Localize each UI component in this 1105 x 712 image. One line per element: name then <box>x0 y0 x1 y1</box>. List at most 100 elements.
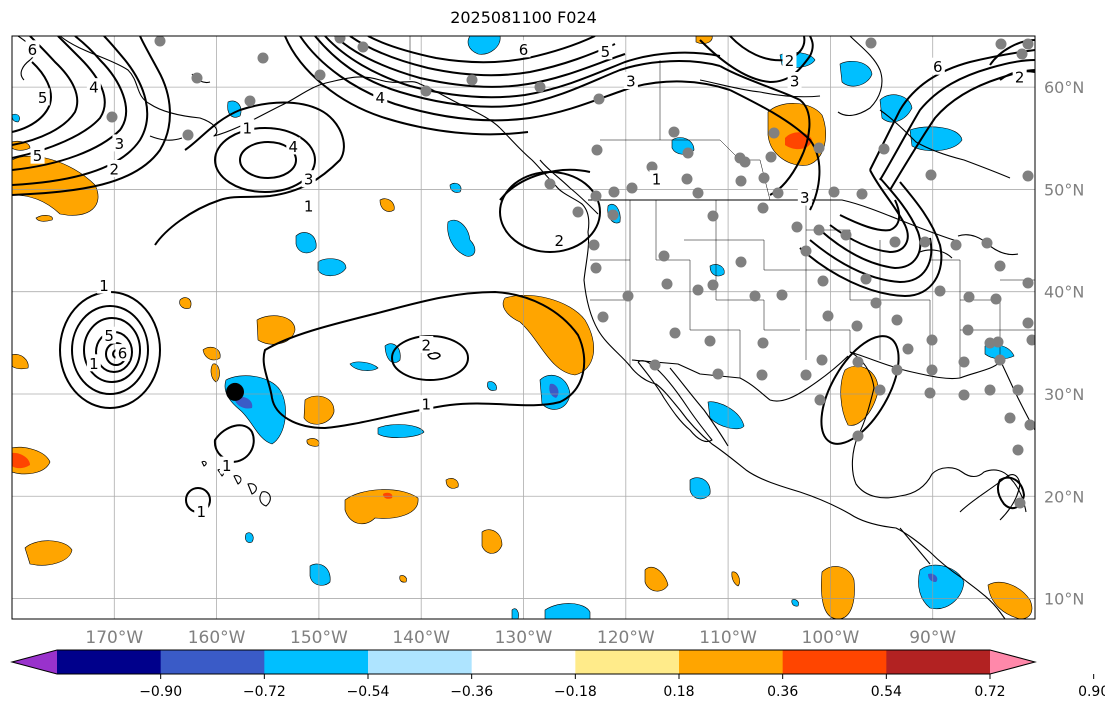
station-dot <box>926 334 938 346</box>
contour-label-bg <box>194 502 209 520</box>
station-dot <box>1012 384 1024 396</box>
latitude-label: 20°N <box>1044 487 1084 506</box>
station-dot <box>668 126 680 138</box>
station-dot <box>758 172 770 184</box>
station-dot <box>950 239 962 251</box>
station-dot <box>852 430 864 442</box>
shaded-anomaly-fills <box>12 36 1033 619</box>
contour-label-bg <box>97 276 112 294</box>
station-dot <box>865 37 877 49</box>
contour-label-bg <box>782 51 797 69</box>
colorbar-tick-label: 0.90 <box>1078 684 1105 700</box>
contour-label-bg <box>25 40 40 58</box>
contour-label: 6 <box>118 345 128 363</box>
station-dot <box>822 310 834 322</box>
station-dot <box>154 36 166 47</box>
station-dot <box>669 327 681 339</box>
contour-label-bg <box>86 78 101 96</box>
contour-label: 2 <box>110 160 120 178</box>
contour-label: 5 <box>104 327 114 345</box>
colorbar-segment <box>886 650 991 674</box>
station-dot <box>420 85 432 97</box>
station-dot <box>925 169 937 181</box>
contour-label-bg <box>552 231 567 249</box>
observation-stations <box>106 36 1035 509</box>
contour-label-bg <box>373 88 388 106</box>
station-dot <box>244 95 256 107</box>
station-dot <box>692 187 704 199</box>
contour-label: 1 <box>304 197 314 215</box>
station-dot <box>1016 48 1028 60</box>
contour-label-bg <box>516 40 531 58</box>
colorbar-tick-label: 0.18 <box>663 684 694 700</box>
figure-title: 2025081100 F024 <box>450 8 597 27</box>
longitude-label: 120°W <box>597 628 655 648</box>
station-dot <box>1012 444 1024 456</box>
contour-label: 2 <box>785 52 795 70</box>
station-dot <box>994 354 1006 366</box>
station-dot <box>704 335 716 347</box>
latitude-label: 40°N <box>1044 283 1084 302</box>
station-dot <box>622 290 634 302</box>
station-dot <box>902 343 914 355</box>
colorbar-segment <box>782 650 887 674</box>
contour-label: 3 <box>790 73 800 91</box>
colorbar-segment <box>575 650 680 674</box>
colorbar-tick-label: 0.54 <box>871 684 902 700</box>
station-dot <box>828 186 840 198</box>
contour-label-bg <box>598 42 613 60</box>
station-dot <box>357 41 369 53</box>
contour-label-bg <box>623 72 638 90</box>
station-dot <box>626 182 638 194</box>
contour-label-bg <box>240 119 255 137</box>
contour-label: 6 <box>933 58 943 76</box>
station-dot <box>984 337 996 349</box>
station-dot <box>874 384 886 396</box>
contour-label: 1 <box>422 396 432 414</box>
station-dot <box>658 250 670 262</box>
contour-label-bg <box>30 146 45 164</box>
colorbar-segment <box>160 650 265 674</box>
colorbar-segment <box>471 650 576 674</box>
contour-lines <box>12 36 1035 513</box>
station-dot <box>707 210 719 222</box>
contour-label: 5 <box>38 89 48 107</box>
highlighted-point-marker <box>226 382 245 401</box>
station-dot <box>572 206 584 218</box>
station-dot <box>891 364 903 376</box>
station-dot <box>257 52 269 64</box>
colorbar-segment <box>57 650 162 674</box>
contour-label-bg <box>35 88 50 106</box>
latitude-label: 60°N <box>1044 78 1084 97</box>
latitude-label: 50°N <box>1044 180 1084 199</box>
station-dot <box>588 239 600 251</box>
station-dot <box>661 278 673 290</box>
contour-label: 1 <box>222 457 232 475</box>
contour-label: 1 <box>652 171 662 189</box>
station-dot <box>334 36 346 44</box>
contour-label-bg <box>286 137 301 155</box>
station-dot <box>681 173 693 185</box>
latitude-label: 10°N <box>1044 590 1084 609</box>
station-dot <box>995 38 1007 50</box>
contour-label: 6 <box>519 41 529 59</box>
colorbar: −0.90 −0.72 −0.54 −0.36 −0.18 0.18 0.36 0.54 0.7… <box>10 649 1105 700</box>
contour-label: 2 <box>555 232 565 250</box>
longitude-label: 110°W <box>699 628 757 648</box>
contour-label: 6 <box>28 41 38 59</box>
station-dot <box>992 336 1004 348</box>
station-dot <box>1022 277 1034 289</box>
station-dot <box>534 81 546 93</box>
latitude-label: 30°N <box>1044 385 1084 404</box>
contour-label: 4 <box>376 89 386 107</box>
colorbar-tick-label: 0.72 <box>974 684 1005 700</box>
station-dot <box>756 369 768 381</box>
station-dot <box>749 290 761 302</box>
colorbar-tick-label: −0.72 <box>243 684 286 700</box>
station-dot <box>924 387 936 399</box>
station-dot <box>878 143 890 155</box>
colorbar-tick-label: −0.36 <box>450 684 493 700</box>
station-dot <box>735 175 747 187</box>
contour-label-bg <box>219 456 234 474</box>
contour-label-bg <box>930 57 945 75</box>
